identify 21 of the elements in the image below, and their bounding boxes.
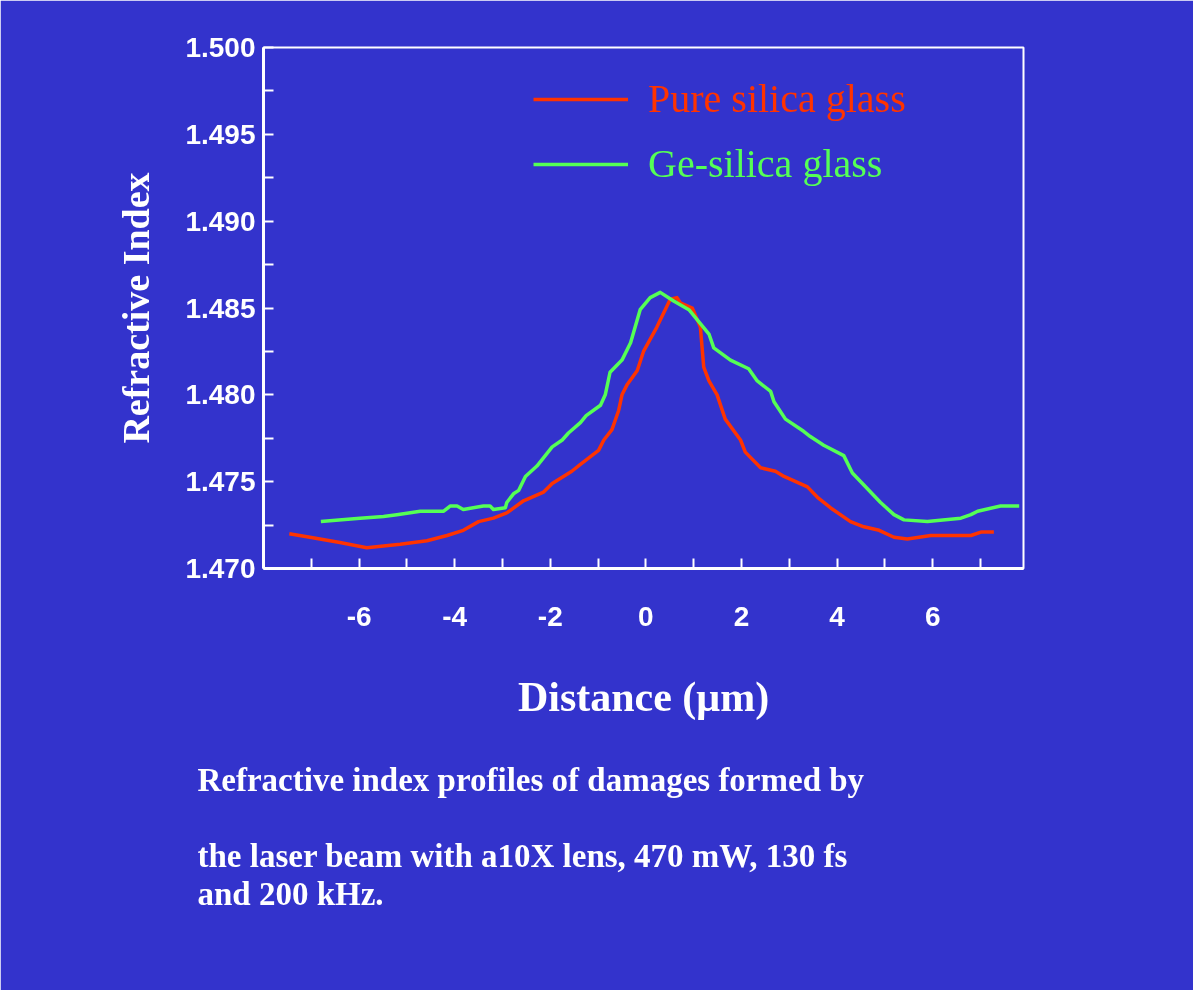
x-tick-label: -6 [346,600,372,632]
x-tick-label: -4 [442,600,468,632]
y-tick-label: 1.480 [185,379,256,411]
y-tick-label: 1.500 [185,32,256,63]
legend-label: Ge-silica glass [648,140,883,187]
line-series [319,290,1021,524]
y-tick-label: 1.495 [185,118,256,150]
x-tick-label: 4 [829,600,846,632]
line-series [287,295,996,550]
y-tick-label: 1.475 [185,466,256,498]
y-tick-label: 1.490 [185,205,256,237]
x-tick-label: -2 [537,600,563,632]
text: Refractive index profiles of damages formed by the laser beam with a10X lens, 470 mW, 130 fs and 200 kHz. [197,762,865,912]
y-axis-title: Refractive Index [115,172,158,444]
legend-label: Pure silica glass [648,75,906,122]
x-axis-title: Distance (μm) [517,673,770,721]
y-tick-label: 1.485 [185,292,256,324]
y-tick-label: 1.470 [185,553,256,584]
x-tick-label: 0 [638,600,654,632]
x-tick-label: 2 [733,600,750,632]
x-tick-label: 6 [924,600,941,632]
